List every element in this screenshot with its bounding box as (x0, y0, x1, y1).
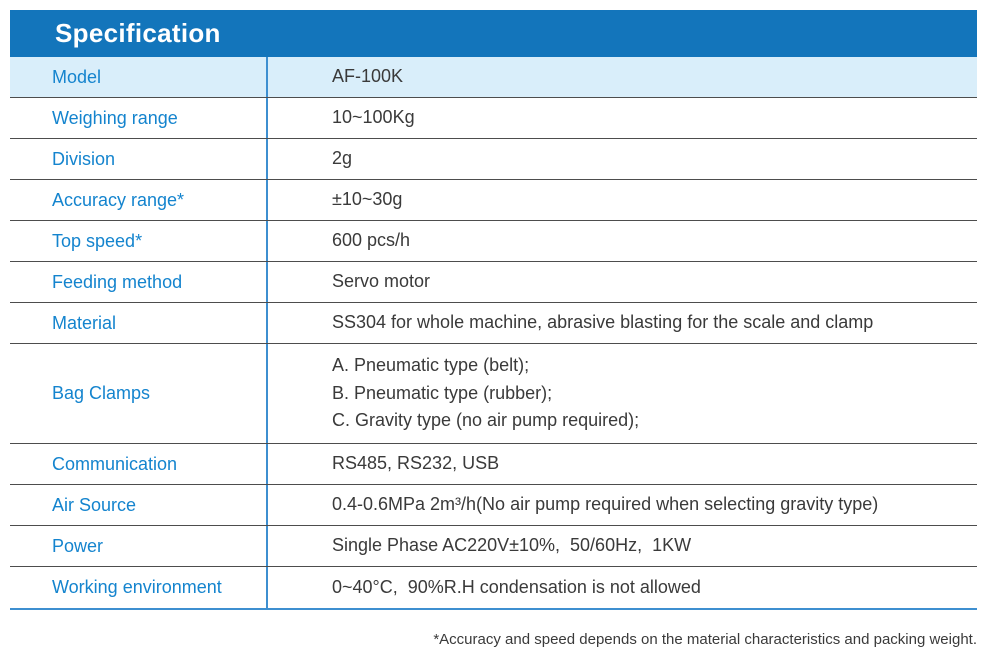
spec-label: Weighing range (10, 98, 268, 138)
spec-value: A. Pneumatic type (belt); B. Pneumatic t… (332, 354, 640, 431)
table-row: Air Source 0.4-0.6MPa 2m³/h(No air pump r… (10, 485, 977, 526)
spec-label: Communication (10, 444, 268, 484)
table-row: Working environment 0~40°C, 90%R.H conden… (10, 567, 977, 608)
table-title: Specification (55, 18, 221, 48)
spec-label: Material (10, 303, 268, 343)
spec-label: Air Source (10, 485, 268, 525)
table-header: Specification (10, 10, 977, 57)
spec-value: 10~100Kg (332, 107, 415, 128)
spec-value: SS304 for whole machine, abrasive blasti… (332, 312, 874, 333)
footnote: *Accuracy and speed depends on the mater… (433, 631, 977, 648)
spec-label: Power (10, 526, 268, 566)
spec-value: AF-100K (332, 66, 404, 87)
table-row: Communication RS485, RS232, USB (10, 444, 977, 485)
specification-table: Specification Model AF-100K Weighing range… (10, 10, 977, 610)
spec-value: 2g (332, 148, 353, 169)
spec-label: Model (10, 57, 268, 97)
spec-label: Working environment (10, 567, 268, 608)
spec-label: Feeding method (10, 262, 268, 302)
table-row: Top speed* 600 pcs/h (10, 221, 977, 262)
spec-value: ±10~30g (332, 189, 403, 210)
table-body: Model AF-100K Weighing range 10~100Kg Divisi… (10, 57, 977, 610)
spec-value: RS485, RS232, USB (332, 453, 500, 474)
table-row: Weighing range 10~100Kg (10, 98, 977, 139)
spec-value: Single Phase AC220V±10%, 50/60Hz, 1KW (332, 535, 692, 556)
table-row: Material SS304 for whole machine, abrasiv… (10, 303, 977, 344)
table-row: Accuracy range* ±10~30g (10, 180, 977, 221)
spec-label: Bag Clamps (10, 344, 268, 443)
spec-value: 0.4-0.6MPa 2m³/h(No air pump required wh… (332, 494, 879, 515)
spec-value: 600 pcs/h (332, 230, 411, 251)
table-row: Power Single Phase AC220V±10%, 50/60Hz, 1… (10, 526, 977, 567)
spec-label: Division (10, 139, 268, 179)
spec-label: Accuracy range* (10, 180, 268, 220)
spec-label: Top speed* (10, 221, 268, 261)
table-row: Feeding method Servo motor (10, 262, 977, 303)
spec-value: 0~40°C, 90%R.H condensation is not allow… (332, 576, 701, 597)
spec-value: Servo motor (332, 271, 431, 292)
table-row: Model AF-100K (10, 57, 977, 98)
table-row: Bag Clamps A. Pneumatic type (belt); B. P… (10, 344, 977, 444)
table-row: Division 2g (10, 139, 977, 180)
